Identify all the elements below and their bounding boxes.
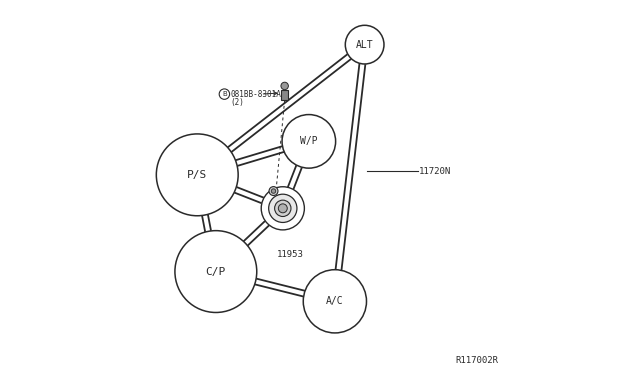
- Text: 081BB-8301A: 081BB-8301A: [231, 90, 282, 99]
- Circle shape: [275, 200, 291, 217]
- Text: (2): (2): [231, 98, 244, 107]
- Text: ALT: ALT: [356, 40, 374, 49]
- Bar: [282, 90, 288, 100]
- Text: W/P: W/P: [300, 137, 317, 146]
- Circle shape: [281, 82, 289, 90]
- Circle shape: [175, 231, 257, 312]
- Circle shape: [269, 187, 278, 196]
- Circle shape: [271, 189, 276, 193]
- Circle shape: [278, 204, 287, 213]
- Circle shape: [269, 194, 297, 222]
- Text: A/C: A/C: [326, 296, 344, 306]
- Text: 11953: 11953: [277, 250, 303, 259]
- Circle shape: [156, 134, 238, 216]
- Circle shape: [282, 115, 335, 168]
- Text: P/S: P/S: [187, 170, 207, 180]
- Text: B: B: [222, 91, 227, 97]
- Circle shape: [346, 25, 384, 64]
- Circle shape: [303, 270, 367, 333]
- Text: C/P: C/P: [205, 267, 226, 276]
- Circle shape: [261, 187, 305, 230]
- Text: R117002R: R117002R: [456, 356, 499, 365]
- Text: 11720N: 11720N: [419, 167, 451, 176]
